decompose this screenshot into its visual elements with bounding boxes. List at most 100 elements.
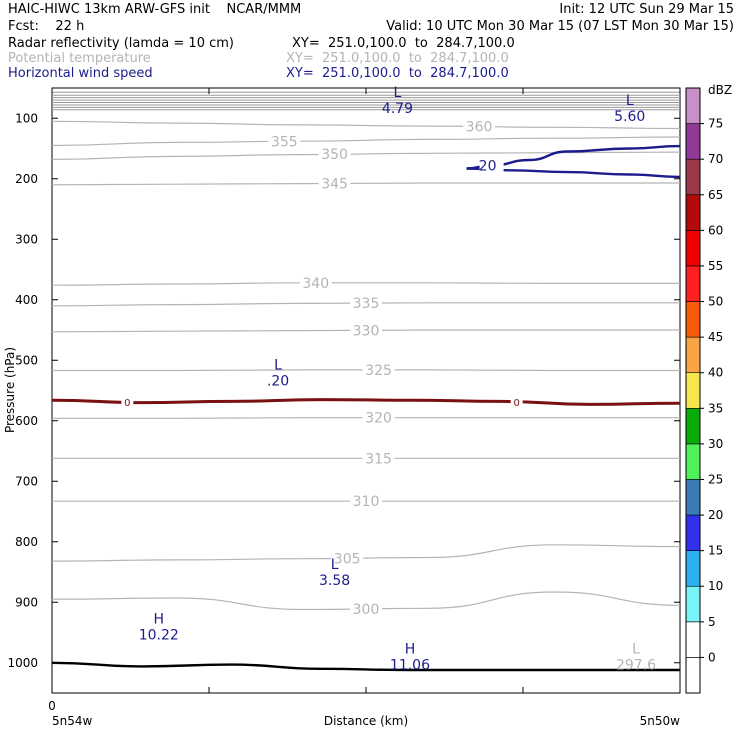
field-reflectivity-name: Radar reflectivity (lamda = 10 cm) [8,36,234,51]
colorbar-label: 40 [708,366,723,380]
theta-label-bg [350,295,382,312]
theta-label-bg [268,133,301,150]
colorbar-label: 50 [708,295,723,309]
x-axis-label: Distance (km) [324,714,408,728]
extremum-value: 10.22 [139,627,179,643]
extremum-letter-L: L [331,557,339,573]
colorbar-swatch [685,443,701,480]
colorbar-swatch [685,265,701,302]
field-wind-name: Horizontal wind speed [8,66,153,81]
extremum-letter-L: L [632,642,640,658]
colorbar-label: 20 [708,508,723,522]
header: HAIC-HIWC 13km ARW-GFS init NCAR/MMM Ini… [8,2,734,81]
colorbar-label: 30 [708,437,723,451]
theta-label-bg [331,550,364,567]
x-axis [51,88,681,693]
theta-contour-label: 345 [321,176,348,192]
theta-contour-label: 330 [353,323,380,339]
theta-contour-label: 310 [353,494,380,510]
extremum-value: 3.58 [319,573,350,589]
theta-label-bg [299,274,332,291]
colorbar-swatch [685,301,701,338]
colorbar-label: 15 [708,544,723,558]
colorbar-swatch [685,87,701,124]
theta-contour-label: 305 [334,551,361,567]
theta-contour-label: 315 [365,451,392,467]
y-tick-label: 200 [15,172,38,186]
colorbar-label: 0 [708,650,716,664]
theta-contour-305 [51,544,681,562]
colorbar-label: 5 [708,615,716,629]
field-theta-name: Potential temperature [8,51,151,66]
colorbar-swatch [685,550,701,587]
extremum-letter-L: L [626,93,634,109]
field-reflectivity-xy: XY= 251.0,100.0 to 284.7,100.0 [292,36,515,51]
wind-contour-label: 20 [479,158,497,174]
theta-contour-label: 360 [466,120,493,136]
y-tick-label: 800 [15,535,38,549]
theta-label-bg [318,146,351,163]
theta-label-bg [350,600,382,617]
colorbar-label: 25 [708,472,723,486]
theta-label-bg [350,322,382,339]
theta-contour-350 [51,151,681,160]
x-origin-label: 0 [48,699,56,713]
reflectivity-zero-contour [51,398,681,406]
theta-contour-label: 320 [365,411,392,427]
colorbar-label: 70 [708,152,723,166]
extremum-letter-H: H [153,611,164,627]
y-tick-label: 600 [15,414,38,428]
colorbar-label: 10 [708,579,723,593]
extremum-value: 11.06 [390,658,430,674]
colorbar-swatch [685,194,701,231]
theta-contour-345 [51,182,680,186]
theta-label-bg [463,118,496,135]
theta-contour-340 [51,282,680,286]
zero-contour-label: 0 [124,398,130,409]
theta-contour-label: 340 [302,276,329,292]
colorbar-swatch [685,657,701,694]
colorbar-label: 65 [708,188,723,202]
colorbar-swatch [685,621,701,658]
colorbar-label: 35 [708,401,723,415]
colorbar-swatch [685,123,701,160]
field-theta-xy: XY= 251.0,100.0 to 284.7,100.0 [286,51,509,66]
colorbar-label: 45 [708,330,723,344]
extremum-value: 5.60 [614,109,645,125]
y-tick-label: 500 [15,353,38,367]
colorbar-swatch [685,230,701,267]
header-title: HAIC-HIWC 13km ARW-GFS init NCAR/MMM [8,2,301,17]
plot-content: 360 355 350 345 340 335 330 325 320 315 310 305 300 0… [51,85,681,674]
zero-contour-label: 0 [514,398,520,409]
theta-contour-label: 335 [353,296,380,312]
y-tick-label: 700 [15,474,38,488]
colorbar-swatch [685,158,701,196]
colorbar-swatch [685,372,701,409]
zero-label-bg [510,395,523,408]
y-tick-label: 400 [15,293,38,307]
header-forecast: Fcst: 22 h [8,19,84,34]
extremum-letter-L: L [393,85,401,101]
y-tick-label: 1000 [7,656,38,670]
y-tick-label: 900 [15,595,38,609]
extremum-letter-L: L [274,357,282,373]
wind-label-bg [479,157,504,174]
colorbar-frame [685,87,701,694]
theta-contour-360 [51,120,681,130]
extremum-value: 4.79 [382,101,413,117]
theta-contour-label: 325 [365,363,392,379]
colorbar-label: 75 [708,117,723,131]
surface-line [51,661,680,672]
y-tick-label: 300 [15,232,38,246]
x-end-label: 5n50w [640,714,681,728]
x-start-label: 5n54w [52,714,93,728]
colorbar-swatch [685,407,701,445]
field-wind-xy: XY= 251.0,100.0 to 284.7,100.0 [286,66,509,81]
header-valid: Valid: 10 UTC Mon 30 Mar 15 (07 LST Mon … [386,19,734,34]
theta-contour-label: 355 [271,134,298,150]
theta-label-bg [362,450,395,467]
theta-label-bg [362,361,395,378]
extremum-value: .20 [267,373,289,389]
